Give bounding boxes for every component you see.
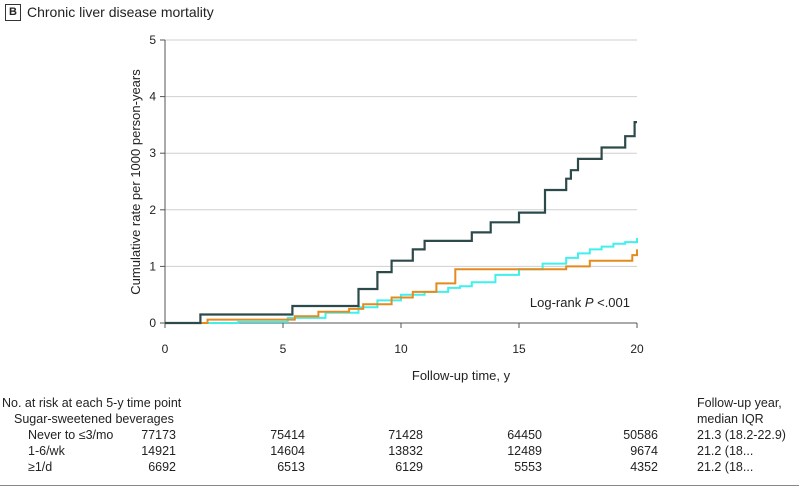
- risk-cell: 6513: [277, 460, 305, 474]
- followup-cell: 21.3 (18.2-22.9): [697, 428, 786, 442]
- risk-cell: 64450: [507, 428, 542, 442]
- risk-cell: 14921: [141, 444, 176, 458]
- y-tick-label: 5: [149, 33, 156, 47]
- risk-cell: 75414: [270, 428, 305, 442]
- followup-header-2: median IQR: [697, 412, 764, 426]
- annotation-prefix: Log-rank: [530, 295, 585, 310]
- series-line-1: [165, 238, 638, 324]
- risk-cell: 9674: [630, 444, 658, 458]
- y-tick-label: 2: [149, 203, 156, 217]
- risk-row-label: ≥1/d: [28, 460, 53, 474]
- risk-row-label: 1-6/wk: [28, 444, 65, 458]
- risk-cell: 6692: [148, 460, 176, 474]
- followup-cell: 21.2 (18...: [697, 444, 754, 458]
- x-axis-label: Follow-up time, y: [412, 368, 511, 383]
- annotation-p: P: [585, 295, 594, 310]
- series-line-2: [165, 249, 638, 324]
- cumulative-rate-chart: 0 1 2 3 4 5 0 5 10 15 20 Cumulative rate per 1000 …: [128, 33, 644, 383]
- panel-title: Chronic liver disease mortality: [27, 4, 214, 20]
- y-tick-label: 0: [149, 316, 156, 330]
- risk-table-heading: No. at risk at each 5-y time point: [2, 396, 182, 410]
- x-tick-label: 0: [162, 342, 169, 356]
- panel-label: B: [5, 4, 21, 21]
- risk-table-group: Sugar-sweetened beverages: [14, 412, 174, 426]
- risk-cell: 5553: [514, 460, 542, 474]
- x-tick-label: 20: [630, 342, 644, 356]
- risk-cell: 12489: [507, 444, 542, 458]
- x-tick-label: 15: [512, 342, 526, 356]
- x-tick-label: 10: [394, 342, 408, 356]
- risk-cell: 50586: [623, 428, 658, 442]
- bottom-rule: [0, 485, 799, 486]
- followup-header-1: Follow-up year,: [697, 396, 782, 410]
- y-tick-label: 3: [149, 146, 156, 160]
- y-tick-label: 1: [149, 259, 156, 273]
- followup-cell: 21.2 (18...: [697, 460, 754, 474]
- annotation-suffix: <.001: [593, 295, 630, 310]
- risk-cell: 14604: [270, 444, 305, 458]
- series-line-3: [165, 121, 637, 325]
- risk-cell: 77173: [141, 428, 176, 442]
- risk-cell: 71428: [388, 428, 423, 442]
- y-tick-label: 4: [149, 90, 156, 104]
- risk-row-label: Never to ≤3/mo: [28, 428, 114, 442]
- y-axis-label: Cumulative rate per 1000 person-years: [128, 69, 143, 295]
- risk-cell: 6129: [395, 460, 423, 474]
- risk-cell: 13832: [388, 444, 423, 458]
- log-rank-annotation: Log-rank P <.001: [530, 295, 630, 310]
- risk-cell: 4352: [630, 460, 658, 474]
- x-tick-label: 5: [280, 342, 287, 356]
